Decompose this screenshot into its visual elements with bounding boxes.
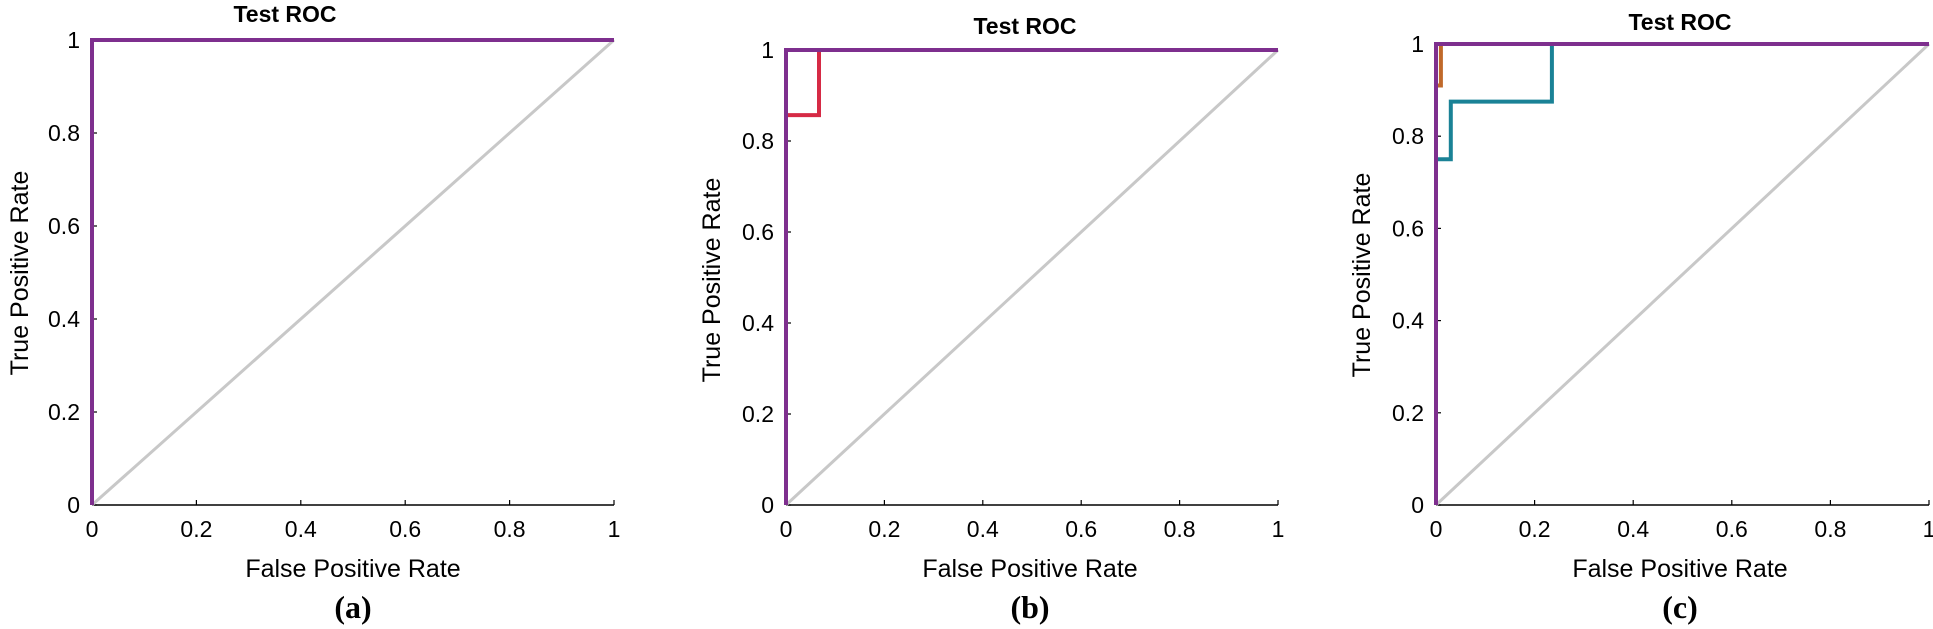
x-tick-label: 0.2 [180,516,212,542]
series-line-roc [1434,42,1929,505]
y-tick-label: 1 [761,37,774,63]
x-axis-label: False Positive Rate [245,555,460,583]
y-tick-label: 0.6 [742,219,774,245]
y-axis-label: True Positive Rate [1348,173,1376,378]
y-tick-label: 0 [1411,492,1424,518]
y-tick-label: 0.6 [48,213,80,239]
series-line-roc [90,38,614,505]
chart-title: Test ROC [1628,9,1731,35]
y-tick-label: 0.4 [48,306,80,332]
series-line-chance [91,38,615,507]
x-axis-label: False Positive Rate [922,555,1137,583]
x-tick-label: 0.8 [1164,516,1196,542]
panel-label: (a) [334,589,371,625]
x-tick-label: 1 [608,516,621,542]
chart-title: Test ROC [233,1,336,27]
y-tick-label: 0.4 [742,310,774,336]
y-axis-label: True Positive Rate [698,178,726,383]
y-tick-label: 0.2 [48,399,80,425]
y-tick-label: 0.8 [1392,123,1424,149]
y-tick-label: 0.6 [1392,215,1424,241]
x-tick-label: 0 [1430,516,1443,542]
x-tick-label: 0.8 [1814,516,1846,542]
x-tick-label: 0.2 [868,516,900,542]
chart-panel-c: Test ROC 0 0.2 0.4 0.6 0.8 1 0 0.2 0.4 0.6 0.8 1 Fa… [1348,9,1933,625]
x-tick-label: 0.6 [389,516,421,542]
chart-panel-b: Test ROC 0 0.2 0.4 0.6 0.8 1 0 0.2 0.4 0.6 0.8 1 Fa… [698,13,1284,625]
y-tick-label: 0.2 [1392,400,1424,426]
y-tick-label: 0 [761,492,774,518]
x-tick-label: 0.8 [494,516,526,542]
x-tick-label: 0.6 [1065,516,1097,542]
series-line-roc [784,48,1278,505]
x-tick-label: 0.6 [1716,516,1748,542]
x-tick-label: 0.4 [967,516,999,542]
x-tick-label: 0.4 [285,516,317,542]
panel-label: (c) [1662,589,1698,625]
y-tick-label: 1 [1411,31,1424,57]
x-tick-label: 0 [780,516,793,542]
x-tick-label: 1 [1272,516,1285,542]
panel-label: (b) [1010,589,1049,625]
x-tick-label: 0 [86,516,99,542]
y-tick-label: 0.8 [48,120,80,146]
series-line-chance [1434,42,1931,507]
series-line-chance [784,48,1280,507]
chart-panel-a: Test ROC 0 0.2 0.4 0.6 0.8 1 0 0.2 0.4 0.6 0.8 1 Fa… [6,1,620,625]
y-tick-label: 0.4 [1392,308,1424,334]
x-tick-label: 1 [1923,516,1933,542]
y-tick-label: 0 [67,492,80,518]
x-tick-label: 0.4 [1617,516,1649,542]
y-tick-label: 1 [67,27,80,53]
chart-title: Test ROC [973,13,1076,39]
y-axis-label: True Positive Rate [6,171,34,376]
x-axis-label: False Positive Rate [1572,555,1787,583]
y-tick-label: 0.2 [742,401,774,427]
x-tick-label: 0.2 [1519,516,1551,542]
y-tick-label: 0.8 [742,128,774,154]
